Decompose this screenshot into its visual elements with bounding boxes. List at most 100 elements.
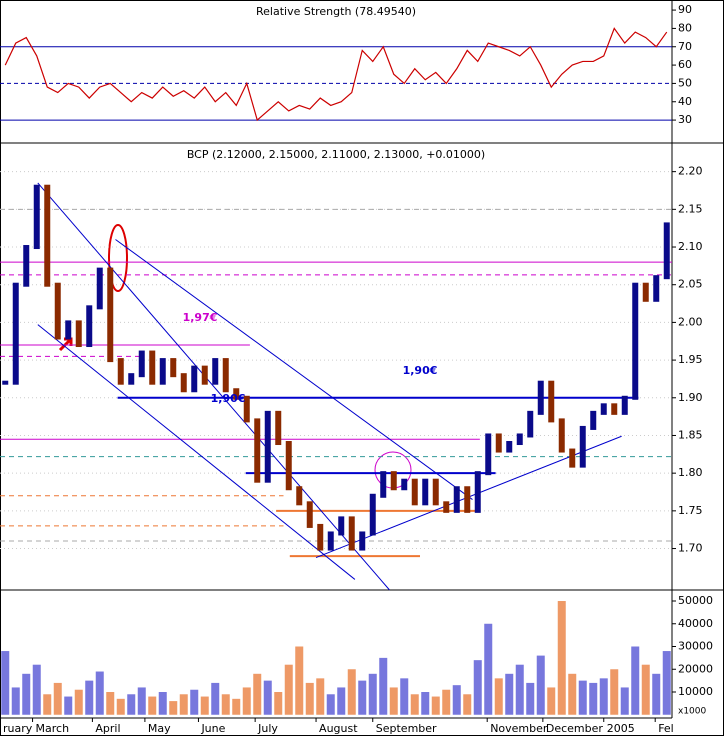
volume-bar <box>400 678 409 715</box>
price-bar <box>579 425 586 468</box>
volume-bar <box>95 671 104 715</box>
trend-line <box>37 324 356 580</box>
volume-bar <box>484 623 493 715</box>
volume-bar <box>221 694 230 715</box>
price-bar <box>474 471 481 513</box>
price-bar <box>327 531 334 551</box>
annotation: 1,90€ <box>403 364 438 377</box>
volume-bar <box>316 678 325 715</box>
volume-bar <box>557 601 566 715</box>
price-bar <box>75 320 82 348</box>
volume-bar <box>326 694 335 715</box>
volume-bar <box>190 689 199 715</box>
volume-bar <box>43 694 52 715</box>
y-tick-label: 80 <box>678 21 692 34</box>
price-bar <box>33 184 40 250</box>
volume-bar <box>32 664 41 715</box>
price-bar <box>23 245 30 287</box>
volume-bar <box>106 691 115 715</box>
price-bar <box>422 478 429 506</box>
volume-bar <box>652 673 661 715</box>
price-bar <box>611 403 618 415</box>
rsi-line <box>4 27 668 122</box>
highlight-ellipse <box>108 224 128 292</box>
volume-bar <box>274 691 283 715</box>
volume-bar <box>358 680 367 715</box>
price-bar <box>149 350 156 385</box>
volume-bar <box>473 660 482 715</box>
price-bar <box>338 516 345 536</box>
trend-line <box>115 239 473 500</box>
volume-bar <box>620 687 629 715</box>
price-bar <box>516 433 523 446</box>
price-bar <box>285 441 292 491</box>
volume-bar <box>368 673 377 715</box>
price-bar <box>170 358 177 378</box>
y-tick-label: 2.15 <box>678 202 703 215</box>
price-bar <box>296 486 303 506</box>
price-bar <box>401 478 408 491</box>
volume-bar <box>74 689 83 715</box>
y-tick-label: 2.20 <box>678 165 703 178</box>
volume-bar <box>200 696 209 715</box>
price-bar <box>348 516 355 551</box>
y-tick-label: 1.90 <box>678 391 703 404</box>
rsi-title: Relative Strength (78.49540) <box>256 5 416 18</box>
price-bar <box>663 222 670 280</box>
volume-bar <box>452 685 461 715</box>
price-bar <box>642 282 649 302</box>
x-tick-label: August <box>319 722 358 735</box>
y-tick-label: 20000 <box>678 662 713 675</box>
price-bar <box>590 410 597 430</box>
volume-bar <box>137 687 146 715</box>
y-tick-label: 90 <box>678 3 692 16</box>
price-bar <box>537 380 544 415</box>
volume-bar <box>127 694 136 715</box>
x-tick-label: 2005 <box>607 722 635 735</box>
volume-bar <box>116 698 125 715</box>
price-bar <box>96 267 103 310</box>
price-bar <box>306 501 313 528</box>
volume-bar <box>347 669 356 715</box>
y-tick-label: 2.00 <box>678 315 703 328</box>
price-bar <box>159 358 166 385</box>
y-tick-label: 50000 <box>678 594 713 607</box>
price-bar <box>600 403 607 415</box>
volume-bar <box>305 682 314 715</box>
price-bar <box>275 410 282 446</box>
y-tick-label: 1.75 <box>678 504 703 517</box>
y-tick-label: 2.05 <box>678 278 703 291</box>
price-bar <box>432 478 439 506</box>
price-bar <box>621 395 628 415</box>
price-bar <box>506 441 513 453</box>
price-title: BCP (2.12000, 2.15000, 2.11000, 2.13000,… <box>187 148 485 161</box>
price-bar <box>107 267 114 363</box>
volume-bar <box>505 673 514 715</box>
y-tick-label: 40000 <box>678 617 713 630</box>
volume-bar <box>169 701 178 715</box>
y-tick-label: 70 <box>678 40 692 53</box>
price-bar <box>233 388 240 400</box>
y-tick-label: 1.80 <box>678 466 703 479</box>
volume-bar <box>253 673 262 715</box>
y-tick-label: 1.85 <box>678 428 703 441</box>
price-bar <box>138 350 145 378</box>
volume-bar <box>64 696 73 715</box>
price-bar <box>180 373 187 393</box>
price-bar <box>117 358 124 385</box>
volume-bar <box>547 687 556 715</box>
volume-bar <box>589 682 598 715</box>
price-bar <box>243 395 250 423</box>
price-bar <box>128 373 135 385</box>
volume-bar <box>53 682 62 715</box>
price-bar <box>191 365 198 393</box>
unit-label: x1000 <box>678 707 707 717</box>
price-bar <box>212 358 219 385</box>
volume-bar <box>463 694 472 715</box>
price-bar <box>653 275 660 302</box>
volume-bar <box>85 680 94 715</box>
volume-bar <box>263 680 272 715</box>
price-bar <box>222 358 229 393</box>
